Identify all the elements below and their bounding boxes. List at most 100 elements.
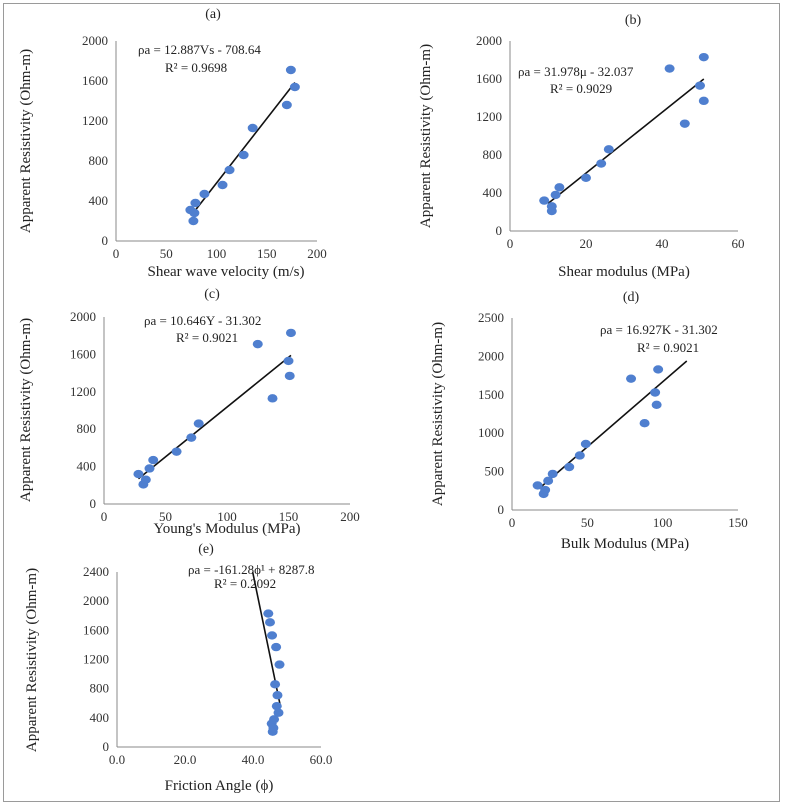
data-point xyxy=(546,202,557,211)
data-point xyxy=(271,701,282,711)
y-tick-label: 400 xyxy=(90,710,110,725)
data-point xyxy=(268,723,279,733)
y-tick-label: 800 xyxy=(77,421,97,436)
x-tick-label: 0 xyxy=(101,509,108,524)
data-point xyxy=(284,371,295,381)
trendline xyxy=(137,354,292,480)
data-point xyxy=(199,189,210,199)
panel-label: (b) xyxy=(625,13,642,28)
data-point xyxy=(171,447,182,456)
data-point xyxy=(267,631,278,640)
x-tick-label: 150 xyxy=(728,515,748,530)
data-point xyxy=(695,81,705,90)
x-tick-label: 60 xyxy=(732,236,745,251)
data-point xyxy=(217,180,228,190)
y-tick-label: 1600 xyxy=(476,71,502,86)
data-point xyxy=(664,64,675,73)
x-tick-label: 100 xyxy=(207,246,227,261)
y-tick-label: 1200 xyxy=(70,384,96,399)
x-tick-label: 100 xyxy=(217,509,237,524)
y-tick-label: 0 xyxy=(496,223,503,238)
r-squared-label: R² = 0.2092 xyxy=(214,576,276,591)
data-point xyxy=(238,150,249,160)
data-point xyxy=(540,485,551,495)
data-point xyxy=(574,451,585,460)
x-tick-label: 40.0 xyxy=(242,752,265,767)
y-tick-label: 800 xyxy=(90,681,110,696)
y-tick-label: 2000 xyxy=(478,348,504,363)
x-tick-label: 20 xyxy=(580,236,593,251)
y-tick-label: 0 xyxy=(498,502,505,517)
data-point xyxy=(581,173,591,182)
data-point xyxy=(603,145,614,154)
data-point xyxy=(281,100,292,110)
x-axis-label: Bulk Modulus (MPa) xyxy=(561,536,689,552)
data-point xyxy=(653,365,664,374)
x-tick-label: 150 xyxy=(257,246,277,261)
data-point xyxy=(186,433,197,442)
x-axis-label: Shear modulus (MPa) xyxy=(558,264,690,280)
y-tick-label: 0 xyxy=(103,739,110,754)
data-point xyxy=(224,165,235,175)
data-point xyxy=(265,618,275,627)
data-point xyxy=(148,455,159,465)
y-tick-label: 1000 xyxy=(478,425,504,440)
data-point xyxy=(133,469,144,479)
x-axis-label: Shear wave velocity (m/s) xyxy=(147,264,304,280)
y-tick-label: 2000 xyxy=(70,309,96,324)
regression-equation: ρa = 16.927K - 31.302 xyxy=(600,322,718,337)
data-point xyxy=(193,419,204,428)
data-point xyxy=(272,691,283,700)
x-tick-label: 0.0 xyxy=(109,752,125,767)
figure-frame xyxy=(3,3,780,802)
panel-label: (d) xyxy=(623,290,640,305)
x-tick-label: 0 xyxy=(507,236,514,251)
x-tick-label: 50 xyxy=(160,246,173,261)
y-tick-label: 1200 xyxy=(476,109,502,124)
data-point xyxy=(532,481,543,490)
data-point xyxy=(626,374,637,383)
data-point xyxy=(580,439,591,449)
r-squared-label: R² = 0.9698 xyxy=(165,60,227,75)
y-tick-label: 1600 xyxy=(82,73,108,88)
y-tick-label: 800 xyxy=(89,153,109,168)
y-tick-label: 2000 xyxy=(83,593,109,608)
y-axis-label: Apparent Resistivity (Ohm-m) xyxy=(18,318,34,502)
x-tick-label: 0 xyxy=(113,246,120,261)
y-tick-label: 1600 xyxy=(70,346,96,361)
x-tick-label: 150 xyxy=(279,509,299,524)
panel-label: (e) xyxy=(198,542,214,557)
regression-equation: ρa = 31.978μ - 32.037 xyxy=(518,64,634,79)
y-tick-label: 400 xyxy=(77,459,97,474)
data-point xyxy=(274,660,285,669)
panel-label: (c) xyxy=(204,287,220,302)
x-tick-label: 0 xyxy=(509,515,516,530)
r-squared-label: R² = 0.9021 xyxy=(176,330,238,345)
data-point xyxy=(543,476,554,486)
data-point xyxy=(539,196,550,205)
data-point xyxy=(263,609,274,618)
y-tick-label: 0 xyxy=(102,233,109,248)
data-point xyxy=(564,462,575,472)
data-point xyxy=(247,123,258,133)
y-axis-label: Apparent Resistivity (Ohm-m) xyxy=(18,49,34,233)
data-point xyxy=(188,216,199,226)
trendline xyxy=(538,360,688,490)
data-point xyxy=(283,356,294,366)
trendline xyxy=(191,82,296,215)
data-point xyxy=(267,394,278,403)
x-tick-label: 200 xyxy=(340,509,360,524)
data-point xyxy=(547,469,558,479)
data-point xyxy=(679,119,690,128)
trendline xyxy=(547,78,705,205)
x-tick-label: 60.0 xyxy=(310,752,333,767)
y-tick-label: 2500 xyxy=(478,310,504,325)
x-tick-label: 100 xyxy=(653,515,673,530)
y-tick-label: 1500 xyxy=(478,387,504,402)
data-point xyxy=(550,190,561,200)
data-point xyxy=(650,388,661,397)
data-point xyxy=(289,82,300,92)
data-point xyxy=(273,708,284,717)
data-point xyxy=(285,65,296,75)
x-tick-label: 200 xyxy=(307,246,327,261)
